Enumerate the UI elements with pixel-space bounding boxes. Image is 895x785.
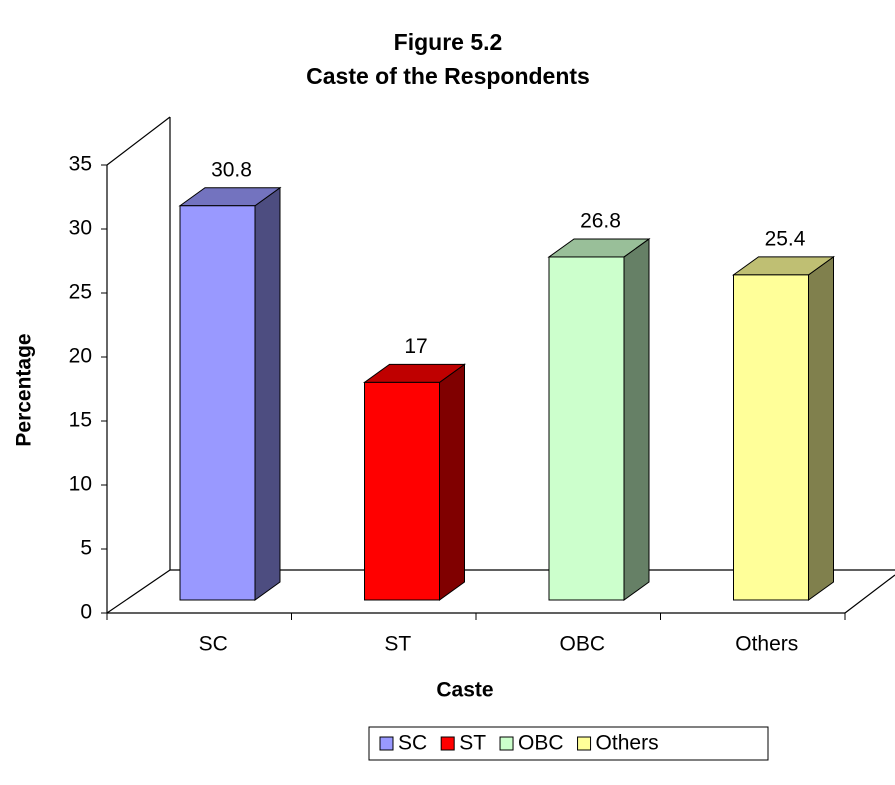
y-tick-label: 5 bbox=[80, 537, 92, 560]
bar bbox=[179, 205, 256, 601]
legend-label: ST bbox=[459, 732, 486, 755]
y-tick-label: 20 bbox=[69, 345, 92, 368]
bar-side bbox=[623, 237, 650, 601]
legend-swatch bbox=[577, 736, 592, 751]
y-tick-label: 25 bbox=[69, 281, 92, 304]
floor-edge bbox=[106, 569, 171, 614]
bar bbox=[548, 256, 625, 601]
y-tick-label: 10 bbox=[69, 473, 92, 496]
y-tick-label: 35 bbox=[69, 153, 92, 176]
legend-box bbox=[368, 726, 769, 761]
legend-swatch bbox=[379, 736, 394, 751]
legend-label: SC bbox=[398, 732, 427, 755]
x-tick-label: ST bbox=[384, 633, 411, 656]
data-label: 30.8 bbox=[211, 158, 252, 181]
floor-edge bbox=[844, 574, 895, 614]
y-axis-label: Percentage bbox=[13, 333, 36, 446]
y-tick-label: 0 bbox=[80, 601, 92, 624]
y-tick-label: 30 bbox=[69, 217, 92, 240]
wall-edge bbox=[106, 116, 171, 166]
y-tick-label: 15 bbox=[69, 409, 92, 432]
data-label: 26.8 bbox=[580, 210, 621, 233]
chart-title: Figure 5.2 bbox=[394, 29, 503, 55]
x-axis-label: Caste bbox=[436, 679, 493, 702]
bar-side bbox=[808, 255, 834, 601]
legend-swatch bbox=[499, 736, 514, 751]
legend-label: OBC bbox=[518, 732, 564, 755]
bar bbox=[364, 381, 440, 601]
bar-side bbox=[254, 186, 281, 601]
data-label: 25.4 bbox=[765, 227, 806, 250]
chart-subtitle: Caste of the Respondents bbox=[306, 63, 590, 89]
legend-label: Others bbox=[596, 732, 659, 755]
bar-side bbox=[439, 363, 465, 601]
bar bbox=[733, 274, 809, 601]
legend-swatch bbox=[440, 736, 455, 751]
data-label: 17 bbox=[404, 335, 427, 358]
x-tick-label: OBC bbox=[559, 633, 605, 656]
x-tick-label: Others bbox=[735, 633, 798, 656]
x-tick-label: SC bbox=[199, 633, 228, 656]
